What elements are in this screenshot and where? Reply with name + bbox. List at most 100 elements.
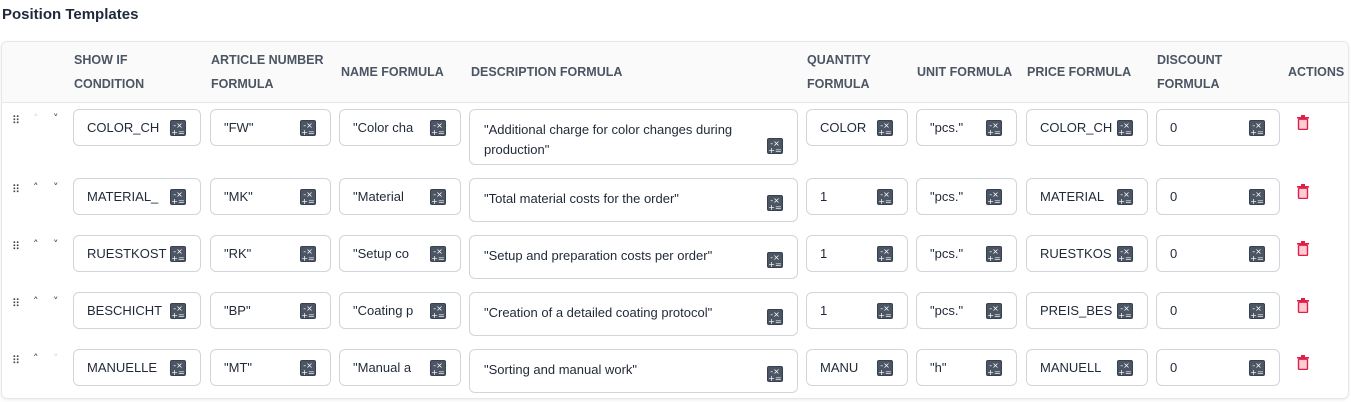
discount-formula-input[interactable]: 0 -× += xyxy=(1156,292,1280,329)
quantity-formula-input[interactable]: COLOR -× += xyxy=(806,109,908,146)
calculator-icon[interactable]: -× += xyxy=(1117,360,1133,377)
calculator-icon[interactable]: -× += xyxy=(430,303,446,320)
header-label: QUANTITY xyxy=(807,53,871,67)
calculator-icon[interactable]: -× += xyxy=(1249,360,1265,377)
show-if-formula-input[interactable]: MATERIAL_ -× += xyxy=(73,178,201,215)
calculator-icon[interactable]: -× += xyxy=(430,246,446,263)
trash-icon[interactable] xyxy=(1297,298,1309,313)
discount-formula-input[interactable]: 0 -× += xyxy=(1156,178,1280,215)
calculator-icon[interactable]: -× += xyxy=(170,246,186,263)
calculator-icon[interactable]: -× += xyxy=(767,138,783,155)
description-formula-input[interactable]: "Additional charge for color changes dur… xyxy=(469,109,798,165)
input-value: "Additional charge for color changes dur… xyxy=(484,122,733,157)
drag-handle-icon[interactable]: ⠿ xyxy=(12,183,21,196)
quantity-formula-input[interactable]: 1 -× += xyxy=(806,292,908,329)
calculator-icon[interactable]: -× += xyxy=(767,195,783,212)
article-formula-input[interactable]: "MT" -× += xyxy=(210,349,331,386)
chevron-up-icon[interactable]: ˄ xyxy=(33,352,39,365)
calculator-icon[interactable]: -× += xyxy=(877,120,893,137)
calculator-icon[interactable]: -× += xyxy=(986,360,1002,377)
drag-handle-icon[interactable]: ⠿ xyxy=(12,354,21,367)
name-formula-input[interactable]: "Coating p -× += xyxy=(339,292,461,329)
article-formula-input[interactable]: "BP" -× += xyxy=(210,292,331,329)
drag-handle-icon[interactable]: ⠿ xyxy=(12,240,21,253)
price-formula-input[interactable]: MANUELL -× += xyxy=(1026,349,1148,386)
article-formula-input[interactable]: "FW" -× += xyxy=(210,109,331,146)
chevron-down-icon[interactable]: ˅ xyxy=(53,112,59,125)
chevron-up-icon[interactable]: ˄ xyxy=(33,238,39,251)
discount-formula-input[interactable]: 0 -× += xyxy=(1156,109,1280,146)
calculator-icon[interactable]: -× += xyxy=(1117,120,1133,137)
trash-icon[interactable] xyxy=(1297,355,1309,370)
calculator-icon[interactable]: -× += xyxy=(430,360,446,377)
price-formula-input[interactable]: PREIS_BES -× += xyxy=(1026,292,1148,329)
description-formula-input[interactable]: "Sorting and manual work" -× += xyxy=(469,349,798,393)
show-if-formula-input[interactable]: COLOR_CH -× += xyxy=(73,109,201,146)
drag-handle-icon[interactable]: ⠿ xyxy=(12,297,21,310)
calculator-icon[interactable]: -× += xyxy=(1117,303,1133,320)
calculator-icon[interactable]: -× += xyxy=(1249,189,1265,206)
calculator-icon[interactable]: -× += xyxy=(1249,120,1265,137)
calculator-icon[interactable]: -× += xyxy=(430,189,446,206)
calculator-icon[interactable]: -× += xyxy=(767,252,783,269)
chevron-up-icon[interactable]: ˄ xyxy=(33,181,39,194)
calculator-icon[interactable]: -× += xyxy=(170,303,186,320)
trash-icon[interactable] xyxy=(1297,115,1309,130)
calculator-icon[interactable]: -× += xyxy=(170,189,186,206)
calculator-icon[interactable]: -× += xyxy=(170,120,186,137)
show-if-formula-input[interactable]: MANUELLE -× += xyxy=(73,349,201,386)
calculator-icon[interactable]: -× += xyxy=(1249,303,1265,320)
name-formula-input[interactable]: "Setup co -× += xyxy=(339,235,461,272)
show-if-formula-input[interactable]: BESCHICHT -× += xyxy=(73,292,201,329)
unit-formula-input[interactable]: "pcs." -× += xyxy=(916,109,1017,146)
description-formula-input[interactable]: "Total material costs for the order" -× += xyxy=(469,178,798,222)
unit-formula-input[interactable]: "pcs." -× += xyxy=(916,292,1017,329)
chevron-down-icon[interactable]: ˅ xyxy=(53,181,59,194)
calculator-icon[interactable]: -× += xyxy=(1117,189,1133,206)
quantity-formula-input[interactable]: 1 -× += xyxy=(806,178,908,215)
calculator-icon[interactable]: -× += xyxy=(877,303,893,320)
discount-formula-input[interactable]: 0 -× += xyxy=(1156,349,1280,386)
name-formula-input[interactable]: "Material -× += xyxy=(339,178,461,215)
unit-formula-input[interactable]: "h" -× += xyxy=(916,349,1017,386)
calculator-icon[interactable]: -× += xyxy=(986,120,1002,137)
article-formula-input[interactable]: "RK" -× += xyxy=(210,235,331,272)
drag-handle-icon[interactable]: ⠿ xyxy=(12,114,21,127)
calculator-icon[interactable]: -× += xyxy=(877,189,893,206)
chevron-down-icon[interactable]: ˅ xyxy=(53,238,59,251)
calculator-icon[interactable]: -× += xyxy=(300,303,316,320)
calculator-icon[interactable]: -× += xyxy=(1117,246,1133,263)
price-formula-input[interactable]: COLOR_CH -× += xyxy=(1026,109,1148,146)
calculator-icon[interactable]: -× += xyxy=(300,120,316,137)
calculator-icon[interactable]: -× += xyxy=(1249,246,1265,263)
price-formula-input[interactable]: MATERIAL -× += xyxy=(1026,178,1148,215)
description-formula-input[interactable]: "Setup and preparation costs per order" -… xyxy=(469,235,798,279)
trash-icon[interactable] xyxy=(1297,184,1309,199)
quantity-formula-input[interactable]: 1 -× += xyxy=(806,235,908,272)
discount-formula-input[interactable]: 0 -× += xyxy=(1156,235,1280,272)
calculator-icon[interactable]: -× += xyxy=(300,246,316,263)
calculator-icon[interactable]: -× += xyxy=(767,309,783,326)
calculator-icon[interactable]: -× += xyxy=(300,360,316,377)
chevron-up-icon[interactable]: ˄ xyxy=(33,295,39,308)
trash-icon[interactable] xyxy=(1297,241,1309,256)
chevron-down-icon[interactable]: ˅ xyxy=(53,295,59,308)
calculator-icon[interactable]: -× += xyxy=(986,189,1002,206)
calculator-icon[interactable]: -× += xyxy=(300,189,316,206)
name-formula-input[interactable]: "Manual a -× += xyxy=(339,349,461,386)
calculator-icon[interactable]: -× += xyxy=(430,120,446,137)
price-formula-input[interactable]: RUESTKOS -× += xyxy=(1026,235,1148,272)
calculator-icon[interactable]: -× += xyxy=(767,366,783,383)
article-formula-input[interactable]: "MK" -× += xyxy=(210,178,331,215)
quantity-formula-input[interactable]: MANU -× += xyxy=(806,349,908,386)
show-if-formula-input[interactable]: RUESTKOST -× += xyxy=(73,235,201,272)
unit-formula-input[interactable]: "pcs." -× += xyxy=(916,178,1017,215)
calculator-icon[interactable]: -× += xyxy=(877,360,893,377)
name-formula-input[interactable]: "Color cha -× += xyxy=(339,109,461,146)
calculator-icon[interactable]: -× += xyxy=(986,303,1002,320)
calculator-icon[interactable]: -× += xyxy=(170,360,186,377)
unit-formula-input[interactable]: "pcs." -× += xyxy=(916,235,1017,272)
calculator-icon[interactable]: -× += xyxy=(877,246,893,263)
calculator-icon[interactable]: -× += xyxy=(986,246,1002,263)
description-formula-input[interactable]: "Creation of a detailed coating protocol… xyxy=(469,292,798,336)
